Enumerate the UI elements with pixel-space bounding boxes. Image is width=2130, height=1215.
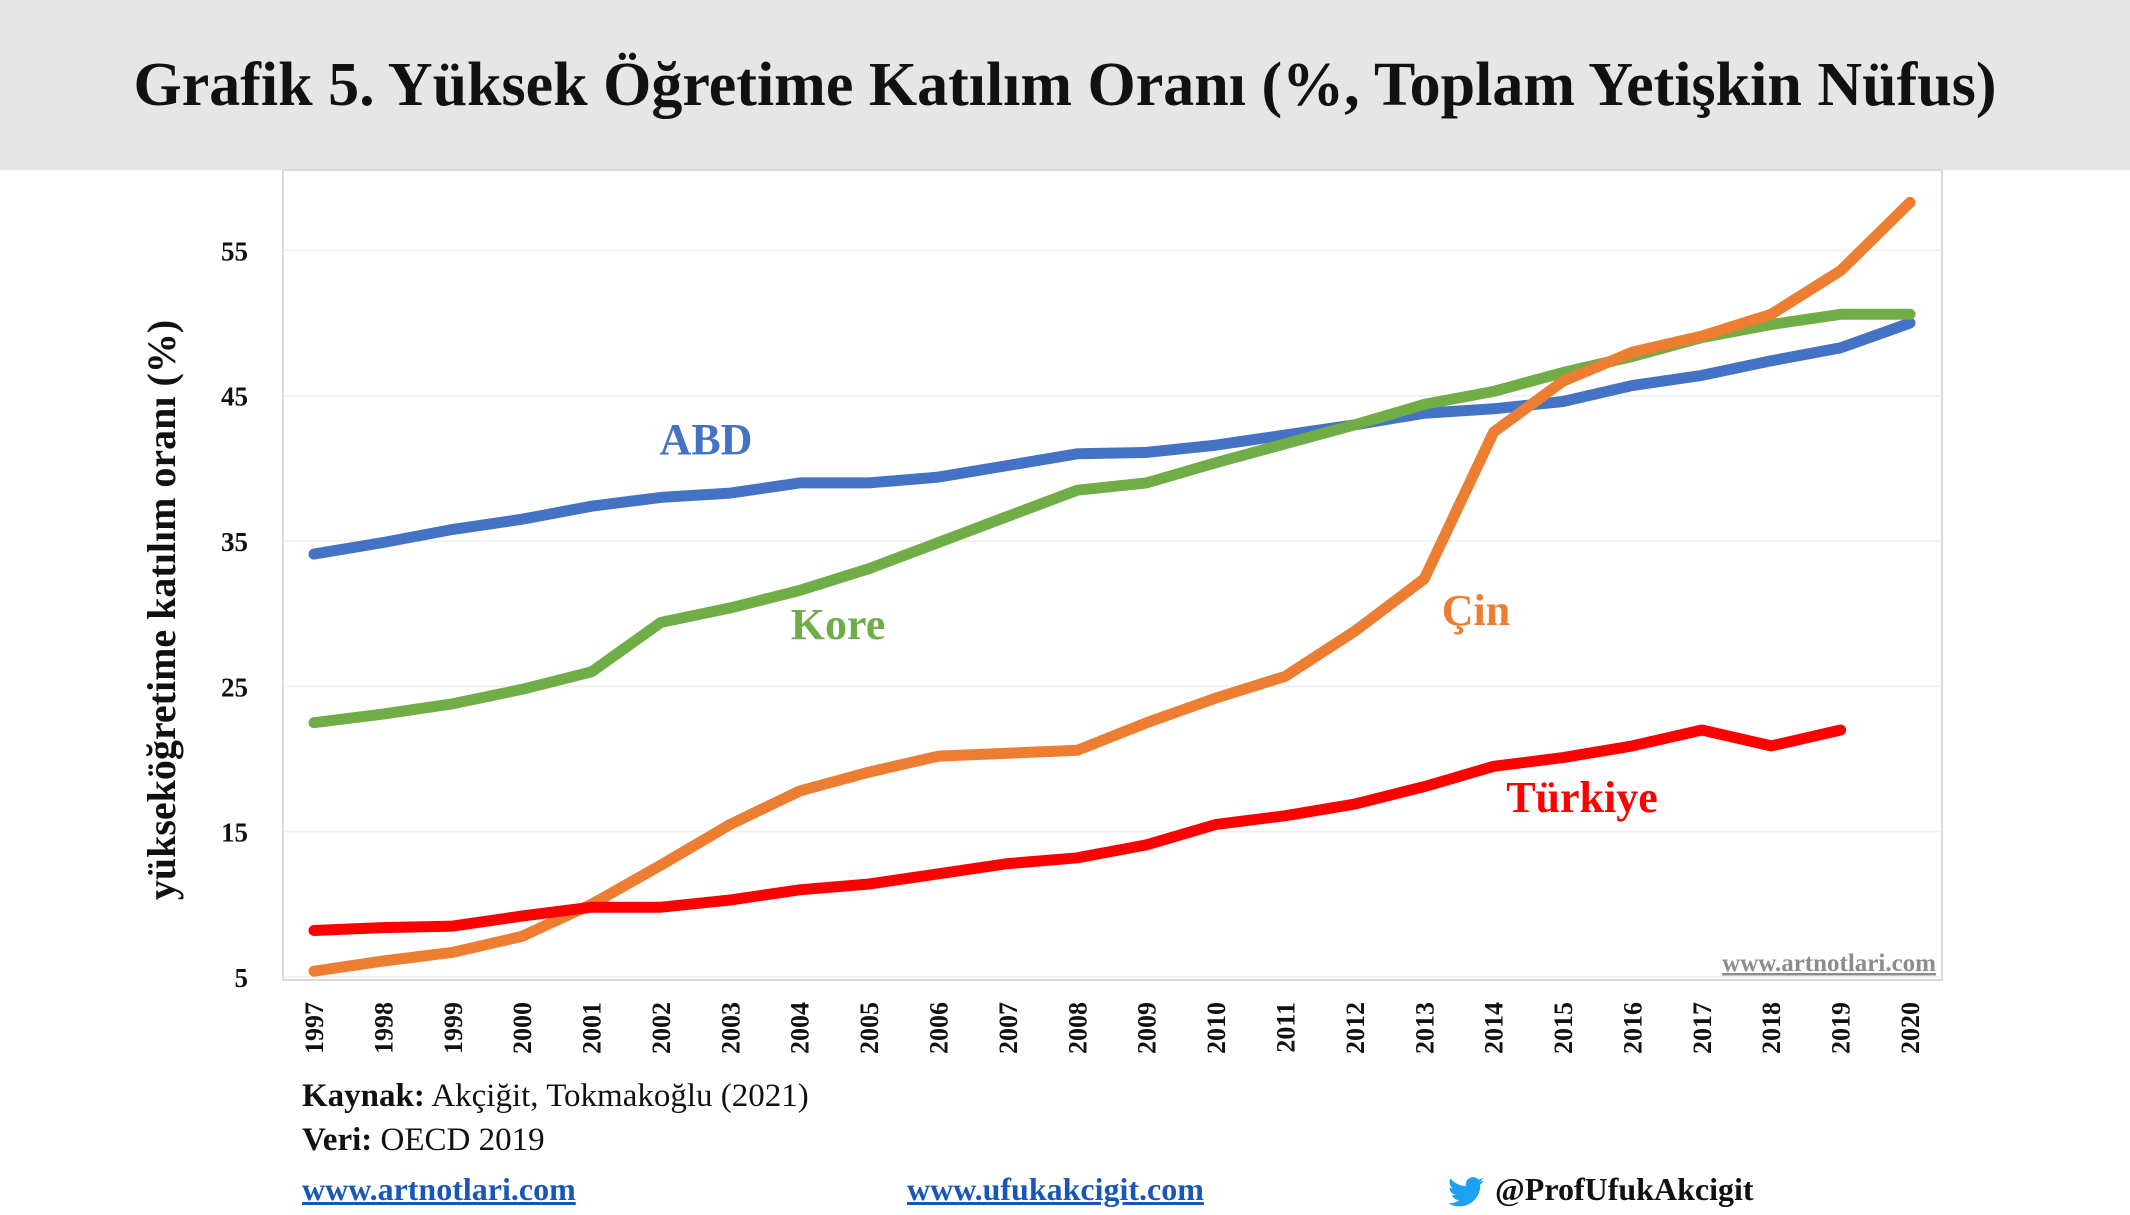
x-tick-label: 2008 xyxy=(1063,1002,1092,1054)
series-line-türkiye xyxy=(308,724,1847,936)
ufukakcigit-link[interactable]: www.ufukakcigit.com xyxy=(907,1171,1204,1207)
y-tick-label: 5 xyxy=(235,963,249,993)
x-tick-label: 2001 xyxy=(578,1002,607,1054)
data-value: OECD 2019 xyxy=(380,1122,545,1158)
y-axis-label: yükseköğretime katılım oranı (%) xyxy=(139,320,184,900)
source-value: Akçiğit, Tokmakoğlu (2021) xyxy=(431,1078,809,1114)
twitter-bird-icon xyxy=(1448,1177,1484,1207)
source-line: Kaynak: Akçiğit, Tokmakoğlu (2021) xyxy=(302,1078,809,1115)
y-tick-label: 35 xyxy=(221,527,248,557)
series-label-abd: ABD xyxy=(660,415,753,464)
x-tick-label: 2020 xyxy=(1896,1002,1925,1054)
plot-area xyxy=(282,169,1943,981)
x-tick-label: 2019 xyxy=(1827,1002,1856,1054)
twitter-handle[interactable]: @ProfUfukAkcigit xyxy=(1495,1171,1754,1207)
artnotlari-link[interactable]: www.artnotlari.com xyxy=(302,1171,576,1207)
x-tick-label: 1999 xyxy=(439,1002,468,1054)
series-label-türkiye: Türkiye xyxy=(1506,773,1658,822)
x-tick-label: 2002 xyxy=(647,1002,676,1054)
x-tick-label: 2010 xyxy=(1202,1002,1231,1054)
data-line: Veri: OECD 2019 xyxy=(302,1122,545,1159)
y-tick-label: 55 xyxy=(221,236,248,266)
data-label: Veri: xyxy=(302,1122,373,1158)
x-tick-label: 2017 xyxy=(1688,1002,1717,1054)
x-tick-label: 2016 xyxy=(1618,1002,1647,1054)
x-tick-label: 2012 xyxy=(1341,1002,1370,1054)
chart-title: Grafik 5. Yüksek Öğretime Katılım Oranı … xyxy=(133,51,1997,119)
series-label-kore: Kore xyxy=(791,600,886,649)
watermark-text: www.artnotlari.com xyxy=(1722,950,1936,977)
x-tick-label: 2018 xyxy=(1757,1002,1786,1054)
title-bar xyxy=(0,0,2130,170)
source-label: Kaynak: xyxy=(302,1078,425,1114)
x-tick-label: 2013 xyxy=(1410,1002,1439,1054)
x-tick-label: 1997 xyxy=(300,1002,329,1054)
x-tick-label: 2004 xyxy=(786,1002,815,1054)
y-tick-label: 15 xyxy=(221,818,248,848)
x-tick-label: 2003 xyxy=(716,1002,745,1054)
x-tick-label: 1998 xyxy=(369,1002,398,1054)
x-tick-label: 2014 xyxy=(1480,1002,1509,1054)
x-tick-label: 2007 xyxy=(994,1002,1023,1054)
x-tick-label: 2005 xyxy=(855,1002,884,1054)
series-line-abd xyxy=(308,317,1916,560)
y-tick-label: 45 xyxy=(221,382,248,412)
x-tick-label: 2006 xyxy=(925,1002,954,1054)
x-tick-label: 2000 xyxy=(508,1002,537,1054)
x-tick-label: 2015 xyxy=(1549,1002,1578,1054)
series-label-çin: Çin xyxy=(1442,586,1510,635)
x-tick-label: 2011 xyxy=(1271,1002,1300,1053)
x-tick-label: 2009 xyxy=(1133,1002,1162,1054)
y-tick-label: 25 xyxy=(221,672,248,702)
